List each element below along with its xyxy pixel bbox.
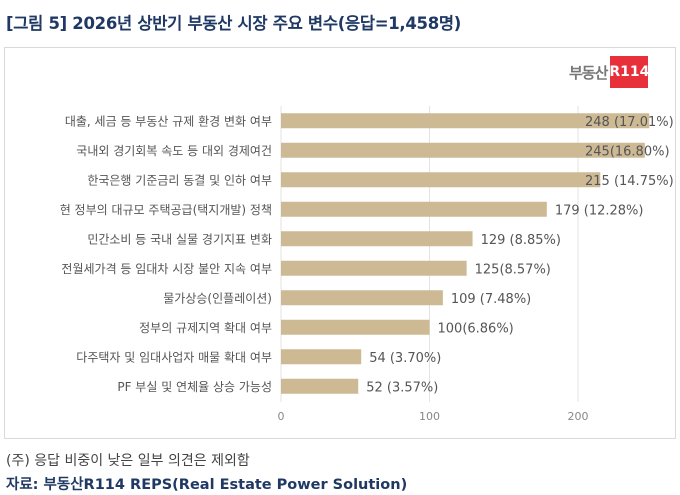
bar [281,172,601,188]
bar [281,290,443,306]
data-label: 125(8.57%) [475,262,551,277]
data-label: 179 (12.28%) [555,203,644,218]
bar [281,349,362,365]
bar [281,378,359,394]
x-tick-label: 0 [278,410,285,423]
data-label: 245(16.80%) [585,144,670,159]
data-label: 100(6.86%) [438,321,514,336]
bar [281,231,473,247]
data-label: 52 (3.57%) [366,380,438,395]
x-tick-label: 100 [419,410,440,423]
x-tick-label: 200 [568,410,589,423]
category-label: 전월세가격 등 임대차 시장 불안 지속 여부 [61,262,272,276]
bar [281,260,467,276]
r114-logo: 부동산 R114 [569,56,649,88]
category-label: 현 정부의 대규모 주택공급(택지개발) 정책 [60,202,272,217]
category-label: 물가상승(인플레이션) [163,291,272,305]
bar [281,142,645,158]
category-label: 한국은행 기준금리 동결 및 인하 여부 [87,172,272,187]
category-label: 다주택자 및 임대사업자 매물 확대 여부 [76,350,272,364]
footnote: (주) 응답 비중이 낮은 일부 의견은 제외함 [6,453,250,469]
data-label: 129 (8.85%) [481,233,561,248]
category-label: 정부의 규제지역 확대 여부 [139,321,272,335]
data-label: 54 (3.70%) [369,351,441,366]
chart-frame [4,47,676,439]
data-label: 109 (7.48%) [451,292,531,307]
logo-text: 부동산 [569,63,608,82]
data-label: 215 (14.75%) [585,174,674,189]
category-label: PF 부실 및 연체율 상승 가능성 [117,380,272,394]
category-label: 대출, 세금 등 부동산 규제 환경 변화 여부 [65,114,272,128]
bar [281,113,650,129]
bar [281,201,547,217]
source-note: 자료: 부동산R114 REPS(Real Estate Power Solut… [6,477,408,493]
figure-title: [그림 5] 2026년 상반기 부동산 시장 주요 변수(응답=1,458명) [6,14,462,33]
data-label: 248 (17.01%) [585,115,674,130]
category-label: 국내외 경기회복 속도 등 대외 경제여건 [76,144,272,158]
category-label: 민간소비 등 국내 실물 경기지표 변화 [87,232,272,246]
bar [281,319,430,335]
logo-badge: R114 [609,56,649,88]
bar-chart: 0 100 200 대출, 세금 등 부동산 규제 환경 변화 여부 248 (17.0… [60,106,674,423]
